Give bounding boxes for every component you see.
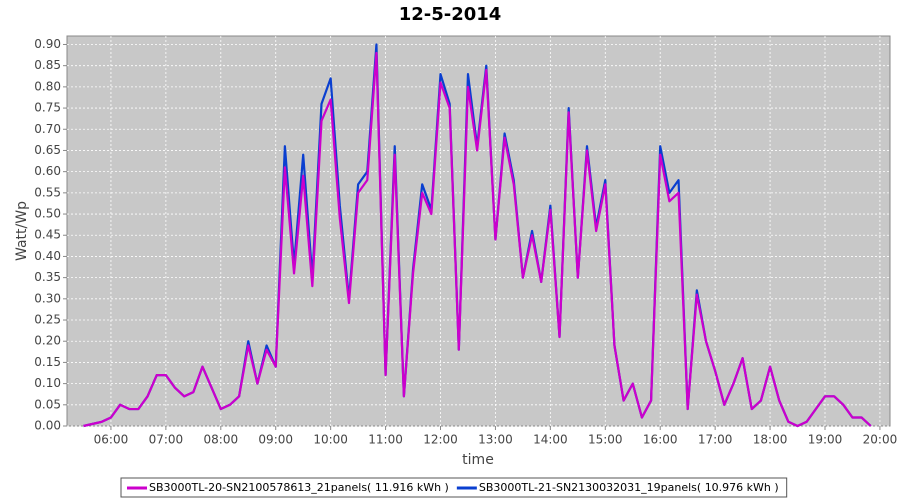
legend: SB3000TL-20-SN2100578613_21panels( 11.91… (120, 477, 788, 498)
x-tick-label: 15:00 (588, 433, 623, 447)
x-axis-label: time (462, 452, 494, 468)
x-tick-label: 14:00 (533, 433, 568, 447)
y-tick-label: 0.05 (34, 397, 61, 411)
x-tick-label: 18:00 (753, 433, 788, 447)
x-tick-label: 13:00 (478, 433, 513, 447)
y-tick-label: 0.10 (34, 376, 61, 390)
y-tick-label: 0.50 (34, 207, 61, 221)
y-tick-label: 0.15 (34, 355, 61, 369)
y-axis-label: Watt/Wp (14, 201, 30, 261)
x-tick-label: 11:00 (368, 433, 403, 447)
y-tick-label: 0.20 (34, 334, 61, 348)
y-tick-label: 0.60 (34, 164, 61, 178)
y-tick-label: 0.35 (34, 270, 61, 284)
x-tick-label: 16:00 (643, 433, 678, 447)
y-tick-label: 0.30 (34, 291, 61, 305)
x-tick-label: 07:00 (149, 433, 184, 447)
x-tick-label: 10:00 (313, 433, 348, 447)
y-tick-label: 0.00 (34, 419, 61, 433)
chart-title: 12-5-2014 (399, 4, 502, 25)
legend-box (120, 477, 788, 498)
y-tick-label: 0.45 (34, 228, 61, 242)
y-tick-label: 0.65 (34, 143, 61, 157)
x-tick-label: 17:00 (698, 433, 733, 447)
y-tick-label: 0.70 (34, 122, 61, 136)
y-tick-label: 0.85 (34, 58, 61, 72)
x-tick-label: 20:00 (863, 433, 898, 447)
y-tick-label: 0.40 (34, 249, 61, 263)
x-tick-label: 06:00 (94, 433, 129, 447)
y-tick-label: 0.80 (34, 79, 61, 93)
y-tick-label: 0.25 (34, 313, 61, 327)
y-tick-label: 0.75 (34, 101, 61, 115)
plot-area (66, 35, 891, 427)
y-tick-label: 0.90 (34, 37, 61, 51)
x-tick-label: 08:00 (204, 433, 239, 447)
x-tick-label: 09:00 (258, 433, 293, 447)
series-line (83, 51, 872, 428)
x-tick-label: 19:00 (808, 433, 843, 447)
legend-label: SB3000TL-20-SN2100578613_21panels( 11.91… (149, 481, 449, 494)
y-tick-label: 0.55 (34, 185, 61, 199)
legend-label: SB3000TL-21-SN2130032031_19panels( 10.97… (479, 481, 779, 494)
x-tick-label: 12:00 (423, 433, 458, 447)
